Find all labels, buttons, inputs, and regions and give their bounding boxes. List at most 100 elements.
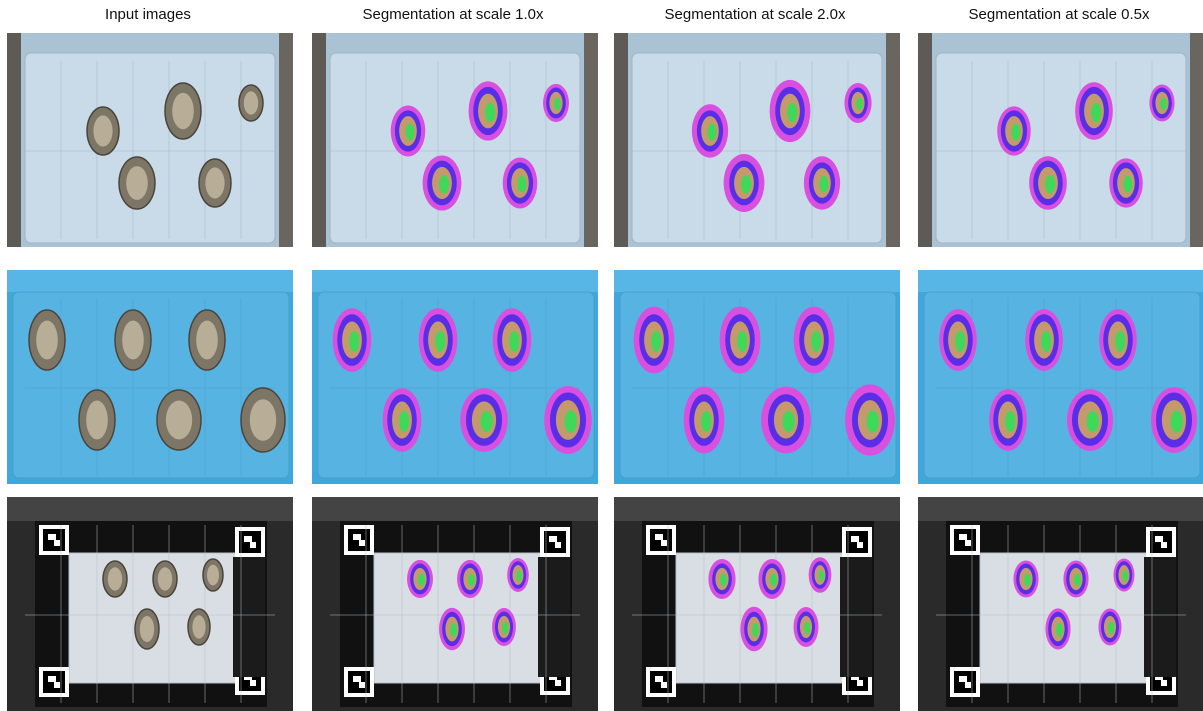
fiducial-marker-icon [842, 527, 872, 557]
fiducial-marker-icon [39, 525, 69, 555]
oyster-segmentation-mask [1075, 82, 1113, 140]
oyster [28, 309, 66, 371]
panel-row1-segmentation-3 [918, 33, 1203, 247]
scene-image [918, 33, 1203, 247]
panel-row1-segmentation-1 [312, 33, 598, 247]
oyster-segmentation-mask [1149, 84, 1175, 122]
oyster [187, 608, 211, 646]
scene-image [918, 497, 1203, 711]
fiducial-marker-icon [646, 667, 676, 697]
oyster-segmentation-mask [723, 154, 765, 212]
oyster-segmentation-mask [422, 155, 462, 211]
scene-image [7, 270, 293, 484]
oyster-segmentation-mask [439, 607, 465, 651]
oyster-segmentation-mask [1045, 608, 1071, 650]
oyster-segmentation-mask [844, 82, 872, 124]
oyster [188, 309, 226, 371]
oyster-segmentation-mask [1025, 309, 1063, 371]
oyster [164, 82, 202, 140]
oyster-segmentation-mask [1113, 558, 1135, 592]
oyster [118, 156, 156, 210]
oyster-segmentation-mask [793, 306, 835, 374]
oyster-segmentation-mask [633, 306, 675, 374]
oyster [198, 158, 232, 208]
column-title-input: Input images [105, 6, 191, 23]
oyster-segmentation-mask [683, 386, 725, 454]
oyster-segmentation-mask [1109, 158, 1143, 208]
oyster-segmentation-mask [793, 606, 819, 648]
oyster-segmentation-mask [997, 106, 1031, 156]
oyster-segmentation-mask [492, 607, 516, 647]
oyster-segmentation-mask [332, 308, 372, 372]
oyster-segmentation-mask [803, 156, 841, 210]
scene-image [312, 270, 598, 484]
oyster [114, 309, 152, 371]
scene-image [312, 33, 598, 247]
oyster-segmentation-mask [1063, 560, 1089, 598]
panel-row2-input [7, 270, 293, 484]
oyster-segmentation-mask [708, 558, 736, 600]
oyster-segmentation-mask [457, 559, 483, 599]
oyster [202, 558, 224, 592]
oyster-segmentation-mask [418, 308, 458, 372]
fiducial-marker-icon [344, 525, 374, 555]
oyster-segmentation-mask [507, 558, 529, 592]
oyster-segmentation-mask [989, 389, 1027, 451]
oyster-segmentation-mask [1150, 387, 1198, 453]
scene-image [614, 33, 900, 247]
oyster-segmentation-mask [1098, 608, 1122, 646]
panel-row2-segmentation-1 [312, 270, 598, 484]
oyster-segmentation-mask [492, 308, 532, 372]
oyster-segmentation-mask [502, 157, 538, 209]
oyster [152, 560, 178, 598]
fiducial-marker-icon [950, 667, 980, 697]
oyster-segmentation-mask [939, 309, 977, 371]
oyster-segmentation-mask [382, 388, 422, 452]
oyster-segmentation-mask [1029, 156, 1067, 210]
fiducial-marker-icon [646, 525, 676, 555]
oyster [86, 106, 120, 156]
fiducial-marker-icon [950, 525, 980, 555]
oyster [134, 608, 160, 650]
panel-row1-input [7, 33, 293, 247]
scene-image [7, 33, 293, 247]
oyster-segmentation-mask [544, 386, 592, 454]
oyster [240, 387, 286, 453]
fiducial-marker-icon [1146, 527, 1176, 557]
panel-row1-segmentation-2 [614, 33, 900, 247]
oyster-segmentation-mask [740, 606, 768, 652]
fiducial-marker-icon [344, 667, 374, 697]
oyster-segmentation-mask [390, 105, 426, 157]
column-title-scale-1: Segmentation at scale 1.0x [362, 6, 544, 23]
panel-row3-input [7, 497, 293, 711]
scene-image [918, 270, 1203, 484]
oyster-segmentation-mask [808, 557, 832, 593]
oyster-segmentation-mask [543, 83, 569, 123]
oyster-segmentation-mask [468, 81, 508, 141]
scene-image [312, 497, 598, 711]
oyster-segmentation-mask [719, 306, 761, 374]
fiducial-marker-icon [540, 527, 570, 557]
panel-row2-segmentation-3 [918, 270, 1203, 484]
fiducial-marker-icon [39, 667, 69, 697]
panel-row3-segmentation-2 [614, 497, 900, 711]
oyster-segmentation-mask [1099, 309, 1137, 371]
panel-row3-segmentation-3 [918, 497, 1203, 711]
column-title-scale-2: Segmentation at scale 2.0x [664, 6, 846, 23]
fiducial-marker-icon [235, 527, 265, 557]
oyster-segmentation-mask [407, 559, 433, 599]
column-title-scale-05: Segmentation at scale 0.5x [968, 6, 1150, 23]
scene-image [614, 270, 900, 484]
oyster-segmentation-mask [691, 104, 729, 158]
oyster [102, 560, 128, 598]
scene-image [7, 497, 293, 711]
oyster-segmentation-mask [758, 558, 786, 600]
oyster-segmentation-mask [845, 384, 895, 456]
oyster-segmentation-mask [460, 388, 508, 452]
panel-row2-segmentation-2 [614, 270, 900, 484]
oyster [78, 389, 116, 451]
oyster [156, 389, 202, 451]
oyster-segmentation-mask [761, 386, 811, 454]
oyster-segmentation-mask [1013, 560, 1039, 598]
oyster [238, 84, 264, 122]
